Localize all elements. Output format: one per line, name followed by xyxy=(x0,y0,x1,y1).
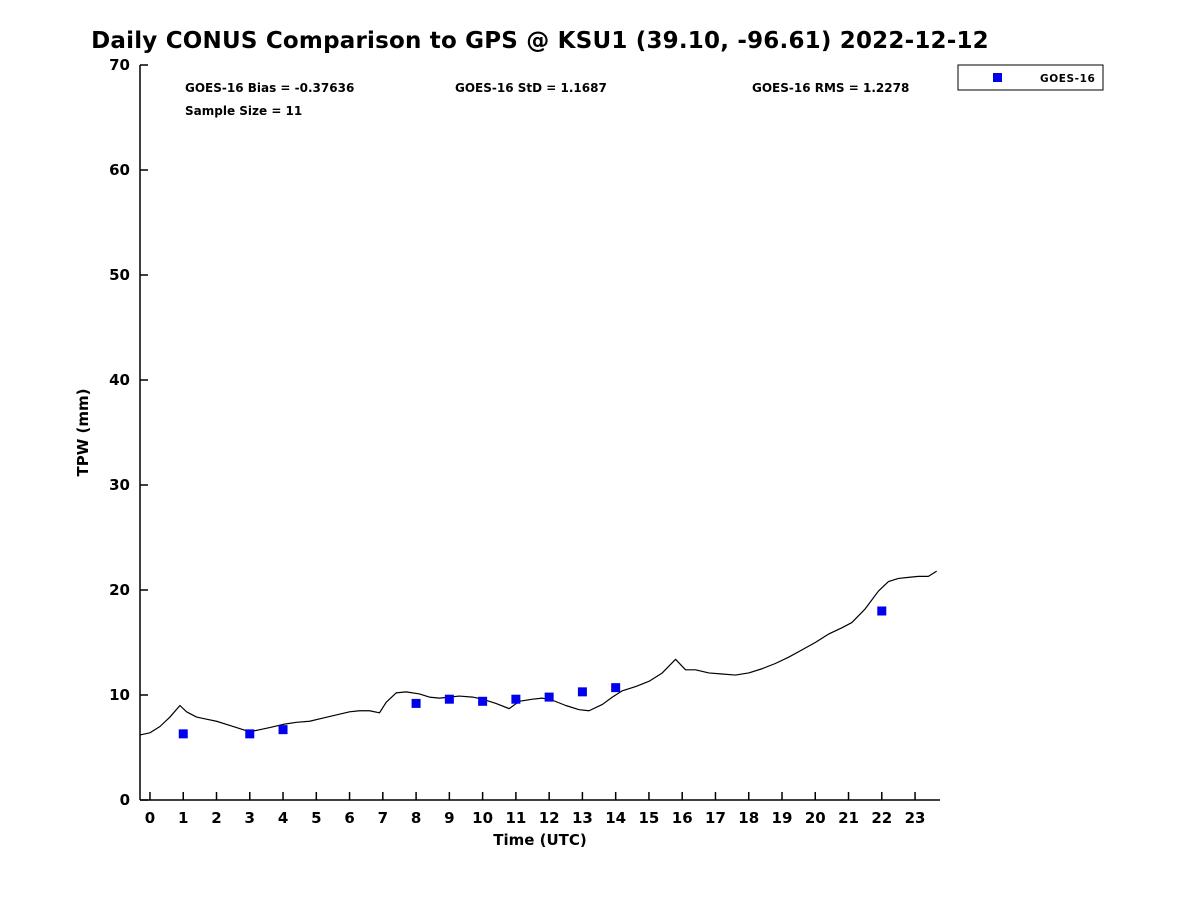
x-tick-label: 2 xyxy=(211,809,221,827)
y-axis-label: TPW (mm) xyxy=(74,389,92,477)
x-tick-label: 3 xyxy=(245,809,255,827)
legend-label: GOES-16 xyxy=(1040,73,1095,85)
x-tick-label: 1 xyxy=(178,809,188,827)
x-tick-label: 11 xyxy=(505,809,526,827)
x-tick-label: 10 xyxy=(472,809,493,827)
goes16-marker xyxy=(178,729,188,739)
x-tick-label: 15 xyxy=(639,809,660,827)
goes16-marker xyxy=(411,698,421,708)
legend-box xyxy=(957,64,1104,91)
y-tick-label: 10 xyxy=(109,686,130,704)
x-tick-label: 5 xyxy=(311,809,321,827)
y-tick-label: 60 xyxy=(109,161,130,179)
y-tick-label: 0 xyxy=(120,791,130,809)
stat-annotation: Sample Size = 11 xyxy=(185,104,302,118)
goes16-marker xyxy=(877,606,887,616)
x-tick-label: 23 xyxy=(905,809,926,827)
x-tick-label: 8 xyxy=(411,809,421,827)
goes16-marker xyxy=(478,696,488,706)
x-tick-label: 21 xyxy=(838,809,859,827)
y-tick-label: 50 xyxy=(109,266,130,284)
x-tick-label: 22 xyxy=(871,809,892,827)
stat-annotation: GOES-16 RMS = 1.2278 xyxy=(752,81,909,95)
x-tick-label: 18 xyxy=(738,809,759,827)
stat-annotation: GOES-16 Bias = -0.37636 xyxy=(185,81,354,95)
x-tick-label: 13 xyxy=(572,809,593,827)
stat-annotation: GOES-16 StD = 1.1687 xyxy=(455,81,607,95)
legend-marker-icon xyxy=(993,73,1002,82)
x-tick-label: 6 xyxy=(344,809,354,827)
goes16-marker xyxy=(611,683,621,693)
x-tick-label: 14 xyxy=(605,809,626,827)
goes16-marker xyxy=(278,725,288,735)
x-tick-label: 19 xyxy=(772,809,793,827)
gps-line xyxy=(139,570,937,736)
goes16-marker xyxy=(577,687,587,697)
x-tick-label: 0 xyxy=(145,809,155,827)
x-tick-label: 4 xyxy=(278,809,288,827)
chart-title: Daily CONUS Comparison to GPS @ KSU1 (39… xyxy=(91,28,989,54)
x-axis-label: Time (UTC) xyxy=(493,831,587,849)
goes16-marker xyxy=(245,729,255,739)
x-tick-label: 16 xyxy=(672,809,693,827)
y-tick-label: 20 xyxy=(109,581,130,599)
x-tick-label: 7 xyxy=(378,809,388,827)
goes16-marker xyxy=(444,694,454,704)
x-tick-label: 20 xyxy=(805,809,826,827)
goes16-marker xyxy=(544,692,554,702)
goes16-marker xyxy=(511,694,521,704)
y-tick-label: 40 xyxy=(109,371,130,389)
x-tick-label: 17 xyxy=(705,809,726,827)
x-tick-label: 12 xyxy=(539,809,560,827)
x-tick-label: 9 xyxy=(444,809,454,827)
y-tick-label: 30 xyxy=(109,476,130,494)
y-tick-label: 70 xyxy=(109,56,130,74)
